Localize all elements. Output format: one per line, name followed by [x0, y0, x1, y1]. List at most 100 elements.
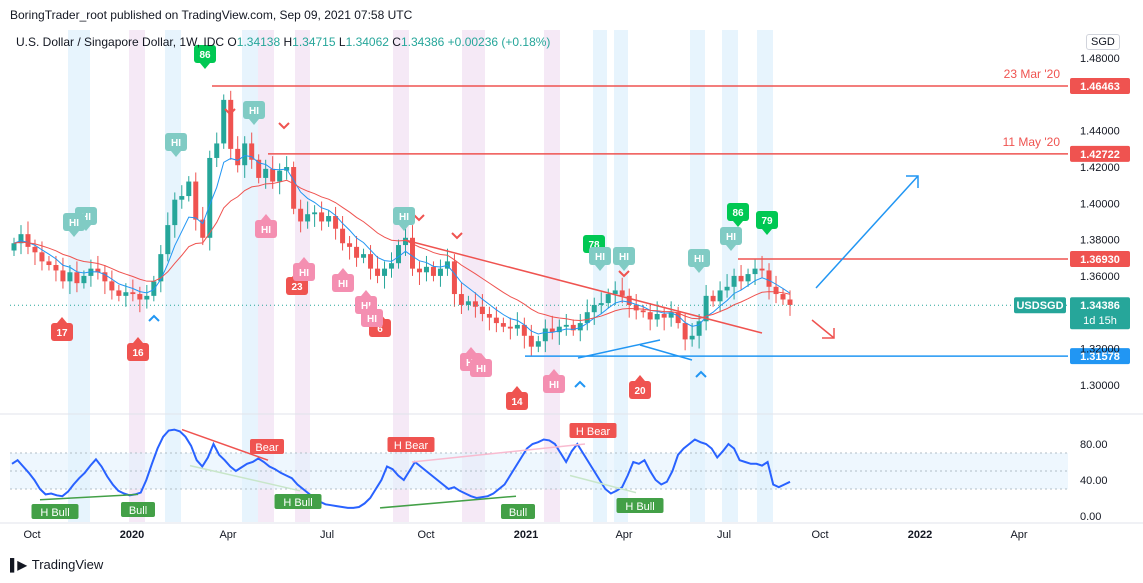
candle-body — [18, 234, 24, 244]
candle-body — [703, 295, 709, 322]
hi-badge-teal-pointer — [619, 265, 629, 271]
candle-body — [647, 312, 653, 320]
candle-body — [402, 237, 408, 246]
hi-badge-teal-text: HI — [726, 232, 736, 243]
hi-badge-pink-text: HI — [549, 380, 559, 391]
hbull-divergence-line — [189, 464, 301, 492]
countdown-text: 1d 15h — [1083, 315, 1117, 327]
grid — [0, 413, 1143, 490]
hi-badge-pink-pointer — [476, 353, 486, 359]
bull-label-text: Bull — [509, 507, 527, 519]
candle-body — [563, 324, 569, 327]
tradingview-logo: ▌▶ TradingView — [10, 557, 103, 572]
hbear-label-text: H Bear — [394, 440, 429, 452]
hi-badge-teal — [393, 207, 415, 225]
red-badge-pointer — [133, 337, 143, 343]
hi-badge-pink-text: HI — [299, 268, 309, 279]
highlight-band — [614, 30, 628, 522]
highlight-band — [722, 30, 738, 522]
level-price-tag — [1070, 145, 1130, 162]
candle-body — [165, 225, 171, 255]
candle-body — [458, 294, 464, 305]
chevron-down-icon — [413, 214, 425, 222]
candle-body — [619, 290, 625, 296]
candle-body — [577, 323, 583, 331]
candle-body — [81, 275, 87, 284]
red-badge — [286, 277, 308, 295]
candle-body — [521, 324, 527, 336]
candle-body — [661, 314, 667, 318]
candle-body — [361, 254, 367, 258]
candle-body — [137, 294, 143, 300]
hi-badge-pink — [255, 220, 277, 238]
hi-badge-teal — [589, 247, 611, 265]
candle-body — [193, 181, 199, 220]
ema-slow-line — [13, 179, 791, 322]
candle-body — [396, 245, 402, 264]
hi-badge-pink — [361, 309, 383, 327]
x-tick-label: Apr — [1010, 529, 1027, 541]
bull-divergence-line — [379, 495, 517, 509]
red-badge-pointer — [512, 386, 522, 392]
hbear-label — [569, 423, 617, 438]
candle-body — [326, 216, 332, 222]
red-badge-pointer — [57, 317, 67, 323]
hi-badge-teal — [165, 133, 187, 151]
hbear-label — [387, 437, 435, 452]
ohlc-key: H — [283, 35, 292, 49]
hi-badge-teal-text: HI — [171, 138, 181, 149]
hi-badge-pink-text: HI — [261, 225, 271, 236]
price-tick-label: 1.36000 — [1080, 271, 1120, 283]
axes: 1.48000 1.44000 1.42000 1.40000 1.38000 1.360… — [0, 53, 1143, 541]
bear-projection-arrow — [811, 319, 835, 339]
candle-body — [60, 270, 66, 282]
candle-body — [605, 294, 611, 304]
hbear-label-text: H Bear — [576, 426, 611, 438]
hbull-label — [31, 504, 79, 519]
level-price-tag — [1070, 78, 1130, 95]
candle-body — [375, 268, 381, 276]
price-tick-label: 1.32000 — [1080, 343, 1120, 355]
candle-body — [144, 295, 150, 300]
candle-body — [430, 266, 436, 276]
highlight-band — [129, 30, 145, 522]
candle-body — [731, 275, 737, 287]
candle-body — [766, 270, 772, 287]
candle-body — [270, 168, 276, 182]
candle-body — [724, 286, 730, 291]
ohlc-value: 1.34138 — [237, 35, 284, 49]
candle-body — [500, 323, 506, 327]
highlight-band — [165, 30, 181, 522]
candle-body — [738, 275, 744, 282]
hi-badge-teal-pointer — [249, 119, 259, 125]
hi-badge-teal-pointer — [694, 267, 704, 273]
hi-badge-teal-pointer — [69, 231, 79, 237]
hi-badge-teal — [63, 213, 85, 231]
candle-body — [549, 328, 555, 333]
hi-badge-teal — [720, 227, 742, 245]
rsi-panel: Bear H Bear H Bear H Bull Bull H Bull Bull H Bu… — [11, 423, 791, 519]
rsi-tick-label: 80.00 — [1080, 439, 1108, 451]
bull-label — [121, 502, 155, 517]
price-tick-label: 1.30000 — [1080, 380, 1120, 392]
candle-body — [745, 274, 751, 282]
candle-body — [416, 268, 422, 273]
change-value: +0.00236 (+0.18%) — [448, 35, 551, 49]
overlays: 1.46463 23 Mar '20 1.42722 11 May '20 1.3693… — [10, 67, 1130, 388]
currency-button[interactable]: SGD — [1086, 34, 1120, 50]
red-badge-text: 16 — [132, 348, 144, 359]
candle-body — [67, 272, 73, 282]
ema-fast-line — [13, 155, 791, 335]
x-tick-label: 2020 — [120, 529, 144, 541]
candle-body — [787, 299, 793, 305]
symbol-title-text: U.S. Dollar / Singapore Dollar, 1W, IDC — [16, 35, 227, 49]
last-price-tag — [1070, 297, 1130, 330]
candle-body — [347, 243, 353, 247]
level-price-tag — [1070, 348, 1130, 365]
highlight-band — [757, 30, 773, 522]
candle-body — [612, 290, 618, 295]
candle-body — [291, 167, 297, 209]
candle-body — [116, 290, 122, 296]
candle-body — [780, 294, 786, 300]
hi-badge-teal-text: HI — [249, 106, 259, 117]
